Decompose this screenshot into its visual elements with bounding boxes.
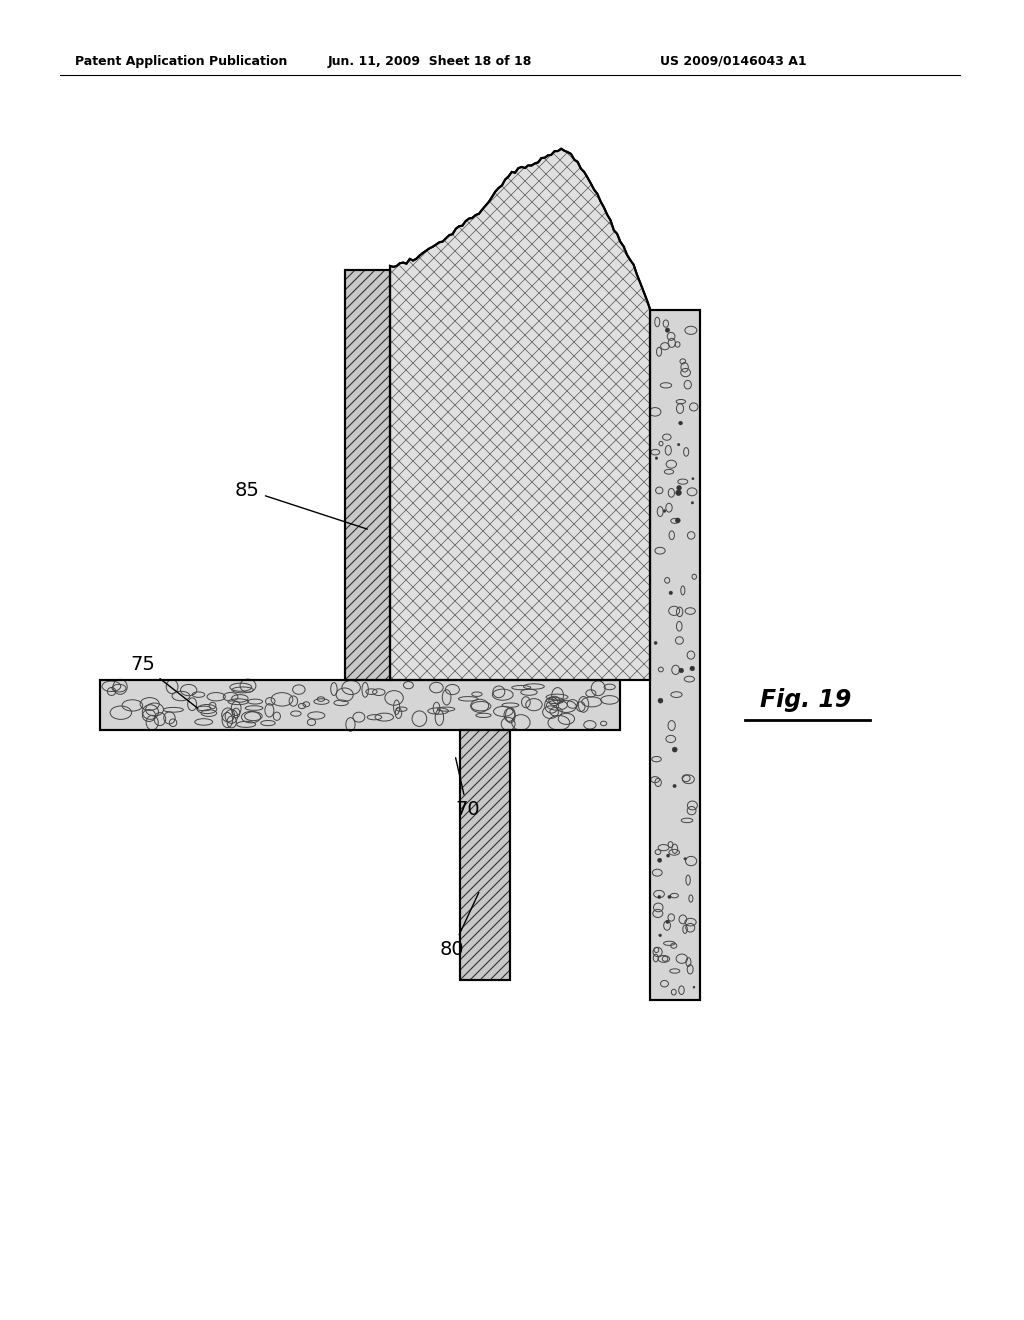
Circle shape	[690, 667, 694, 671]
Circle shape	[675, 517, 680, 523]
Circle shape	[677, 486, 681, 490]
Circle shape	[692, 478, 694, 480]
Circle shape	[658, 698, 663, 704]
Circle shape	[669, 591, 673, 594]
Circle shape	[658, 935, 662, 937]
Circle shape	[657, 858, 662, 862]
Bar	[650, 310, 700, 1001]
Circle shape	[676, 490, 681, 495]
Text: Fig. 19: Fig. 19	[760, 688, 851, 711]
Circle shape	[655, 457, 657, 459]
Circle shape	[673, 784, 676, 788]
Bar	[460, 730, 510, 979]
Circle shape	[691, 502, 693, 504]
Circle shape	[679, 668, 684, 673]
Circle shape	[666, 327, 670, 333]
Circle shape	[654, 642, 657, 644]
Bar	[100, 680, 620, 730]
Bar	[650, 310, 700, 1001]
Circle shape	[668, 895, 671, 899]
Circle shape	[666, 920, 669, 924]
Circle shape	[693, 986, 695, 989]
Circle shape	[667, 854, 670, 857]
Bar	[345, 271, 390, 680]
Bar	[100, 680, 620, 730]
Circle shape	[679, 421, 682, 425]
Circle shape	[684, 858, 686, 861]
Circle shape	[672, 747, 677, 752]
Polygon shape	[390, 149, 650, 680]
Circle shape	[664, 510, 666, 512]
Text: 85: 85	[236, 480, 368, 529]
Text: US 2009/0146043 A1: US 2009/0146043 A1	[660, 55, 807, 69]
Circle shape	[657, 895, 660, 899]
Bar	[460, 730, 510, 979]
Bar	[345, 271, 390, 680]
Text: Jun. 11, 2009  Sheet 18 of 18: Jun. 11, 2009 Sheet 18 of 18	[328, 55, 532, 69]
Text: 75: 75	[130, 656, 198, 709]
Text: Patent Application Publication: Patent Application Publication	[75, 55, 288, 69]
Text: 70: 70	[455, 758, 479, 818]
Circle shape	[678, 444, 680, 446]
Text: 80: 80	[440, 892, 479, 960]
